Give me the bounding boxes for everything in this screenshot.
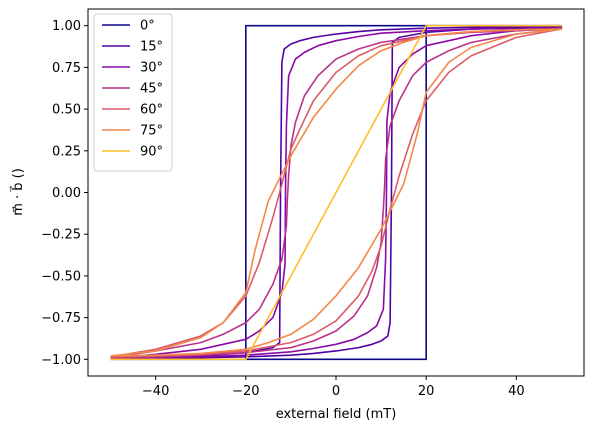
x-tick-label: 0: [332, 384, 340, 399]
legend-label: 60°: [140, 103, 163, 118]
x-axis-label: external field (mT): [276, 407, 397, 422]
legend-label: 30°: [140, 61, 163, 76]
legend-label: 45°: [140, 82, 163, 97]
x-axis-ticks: −40 −20 0 20 40: [142, 376, 525, 399]
y-tick-label: −0.75: [41, 311, 81, 326]
series-line-1: [110, 25, 563, 360]
y-tick-label: 0.75: [52, 61, 81, 76]
legend-label: 0°: [140, 19, 155, 34]
y-tick-label: 0.50: [52, 103, 81, 118]
series-line-5: [110, 28, 563, 357]
y-tick-label: −1.00: [41, 353, 81, 368]
legend-label: 75°: [140, 124, 163, 139]
y-tick-label: 0.00: [52, 186, 81, 201]
x-tick-label: 40: [508, 384, 525, 399]
legend-label: 15°: [140, 40, 163, 55]
legend: 0° 15° 30° 45° 60° 75° 90°: [93, 13, 173, 172]
x-tick-label: −40: [142, 384, 169, 399]
y-tick-label: −0.25: [41, 228, 81, 243]
y-tick-label: 0.25: [52, 144, 81, 159]
y-tick-label: −0.50: [41, 269, 81, 284]
y-axis-ticks: −1.00 −0.75 −0.50 −0.25 0.00 0.25 0.50 0.75 1.00: [41, 19, 88, 368]
y-axis-label: m⃗ · b⃗ (): [10, 168, 26, 216]
y-tick-label: 1.00: [52, 19, 81, 34]
series-line-6: [110, 24, 563, 361]
legend-box: [93, 13, 173, 172]
x-tick-label: 20: [418, 384, 435, 399]
legend-label: 90°: [140, 145, 163, 160]
x-tick-label: −20: [232, 384, 259, 399]
plot-lines: [110, 24, 563, 361]
series-line-2: [110, 27, 563, 359]
